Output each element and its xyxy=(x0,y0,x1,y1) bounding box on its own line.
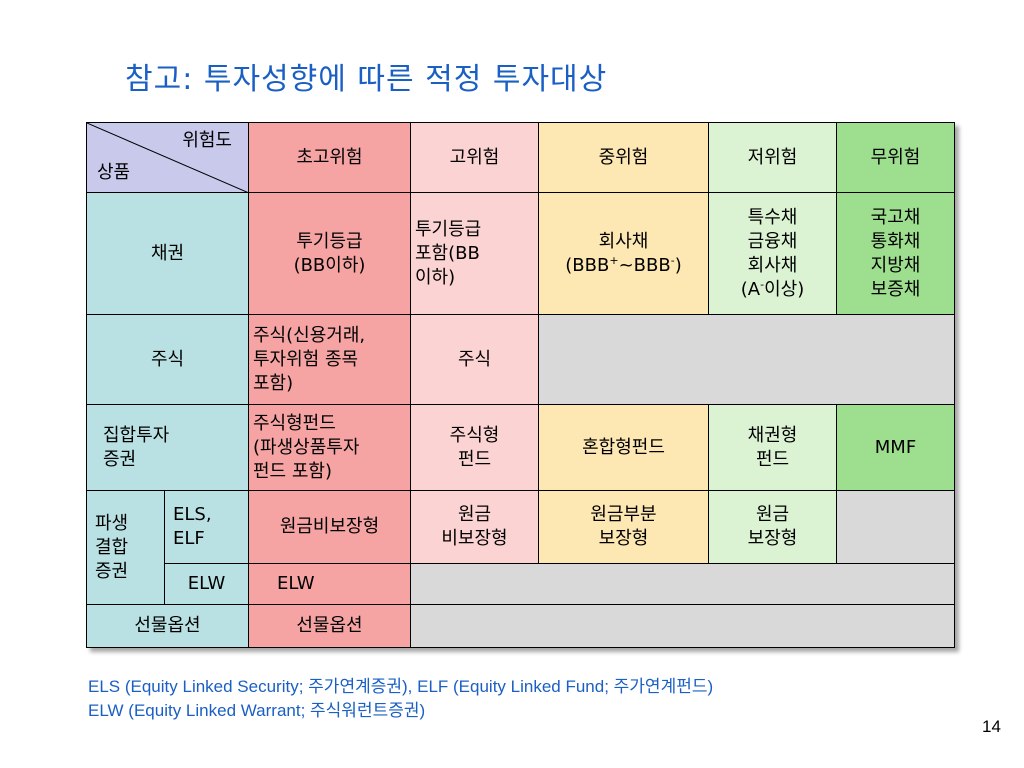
row-label-els: ELS, ELF xyxy=(164,490,249,564)
page-title: 참고: 투자성향에 따른 적정 투자대상 xyxy=(125,62,608,97)
footnote: ELS (Equity Linked Security; 주가연계증권), EL… xyxy=(88,675,713,723)
row-stock: 주식 주식(신용거래, 투자위험 종목 포함) 주식 xyxy=(86,314,955,405)
footnote-line-1: ELS (Equity Linked Security; 주가연계증권), EL… xyxy=(88,677,714,696)
fund-very-high: 주식형펀드 (파생상품투자 펀드 포함) xyxy=(248,404,411,491)
stock-high: 주식 xyxy=(410,314,539,405)
row-bond: 채권 투기등급 (BB이하) 투기등급 포함(BB 이하) 회사채 (BBB+~BBB… xyxy=(86,192,955,315)
header-very-high: 초고위험 xyxy=(248,122,411,193)
bond-low-text: 특수채 금융채 회사채 xyxy=(747,206,798,276)
fund-none: MMF xyxy=(836,404,955,491)
risk-level-label: 위험도 xyxy=(182,130,232,151)
row-label-bond: 채권 xyxy=(86,192,249,315)
bond-medium-range: (BBB+~BBB-) xyxy=(565,253,682,276)
bond-none: 국고채 통화채 지방채 보증채 xyxy=(836,192,955,315)
risk-table: 위험도 상품 초고위험 고위험 중위험 저위험 무위험 채권 투기등급 (BB이하… xyxy=(86,122,955,648)
elw-very-high: ELW xyxy=(248,563,411,605)
row-els: 파생 결합 증권 ELS, ELF 원금비보장형 원금 비보장형 원금부분 보장형 원금 보… xyxy=(86,490,955,605)
futures-empty-cell xyxy=(410,604,955,648)
corner-diagonal xyxy=(87,123,247,192)
bond-medium-text: 회사채 xyxy=(598,230,649,252)
product-label: 상품 xyxy=(97,162,131,183)
bond-low-grade: (A-이상) xyxy=(740,277,805,300)
row-elw: ELW ELW xyxy=(87,563,955,605)
row-label-derivative: 파생 결합 증권 xyxy=(86,490,165,605)
row-label-elw: ELW xyxy=(164,563,249,605)
header-none: 무위험 xyxy=(836,122,955,193)
fund-high: 주식형 펀드 xyxy=(410,404,539,491)
fund-medium: 혼합형펀드 xyxy=(538,404,709,491)
header-medium: 중위험 xyxy=(538,122,709,193)
els-high: 원금 비보장형 xyxy=(410,490,539,564)
header-high: 고위험 xyxy=(410,122,539,193)
row-label-stock: 주식 xyxy=(86,314,249,405)
row-futures: 선물옵션 선물옵션 xyxy=(86,604,955,648)
bond-low: 특수채 금융채 회사채 (A-이상) xyxy=(708,192,837,315)
bond-medium: 회사채 (BBB+~BBB-) xyxy=(538,192,709,315)
row-fund: 집합투자 증권 주식형펀드 (파생상품투자 펀드 포함) 주식형 펀드 혼합형펀드 채권… xyxy=(86,404,955,491)
fund-low: 채권형 펀드 xyxy=(708,404,837,491)
header-low: 저위험 xyxy=(708,122,837,193)
row-label-futures: 선물옵션 xyxy=(86,604,249,648)
futures-very-high: 선물옵션 xyxy=(248,604,411,648)
elw-empty-cell xyxy=(410,563,955,605)
header-row: 위험도 상품 초고위험 고위험 중위험 저위험 무위험 xyxy=(86,122,955,193)
page-number: 14 xyxy=(982,717,1001,736)
row-label-fund: 집합투자 증권 xyxy=(86,404,249,491)
stock-empty-cell xyxy=(538,314,955,405)
els-medium: 원금부분 보장형 xyxy=(538,490,709,564)
els-empty-cell xyxy=(836,490,955,564)
footnote-line-2: ELW (Equity Linked Warrant; 주식워런트증권) xyxy=(88,701,426,720)
stock-very-high: 주식(신용거래, 투자위험 종목 포함) xyxy=(248,314,411,405)
els-very-high: 원금비보장형 xyxy=(248,490,411,564)
bond-high: 투기등급 포함(BB 이하) xyxy=(410,192,539,315)
els-low: 원금 보장형 xyxy=(708,490,837,564)
corner-cell: 위험도 상품 xyxy=(86,122,249,193)
bond-very-high: 투기등급 (BB이하) xyxy=(248,192,411,315)
